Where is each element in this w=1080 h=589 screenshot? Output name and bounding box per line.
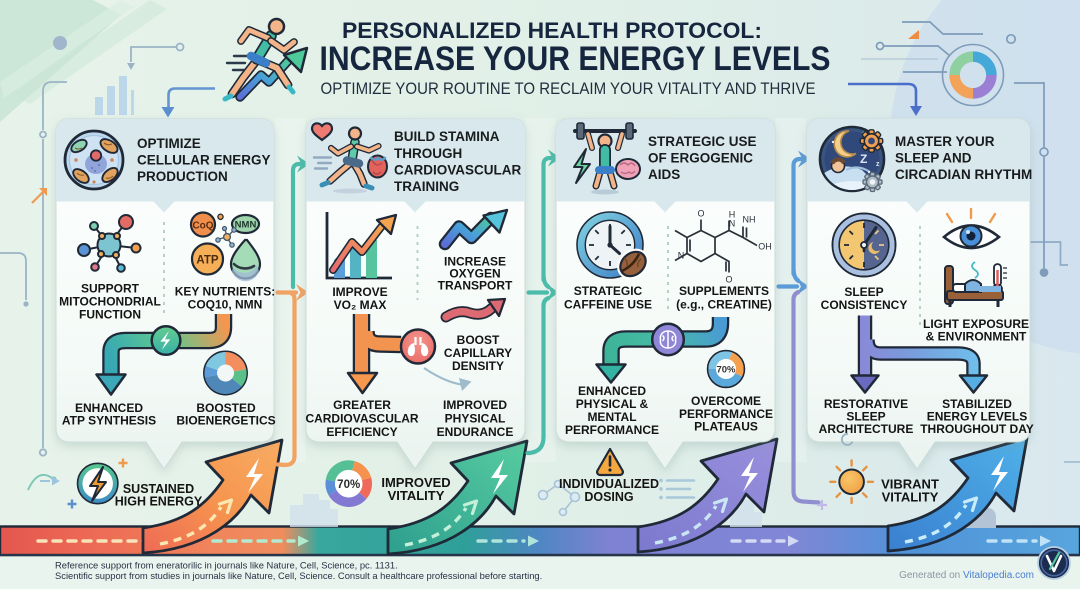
svg-text:BIOENERGETICS: BIOENERGETICS bbox=[176, 414, 275, 428]
svg-text:CoQ: CoQ bbox=[192, 221, 213, 232]
svg-text:INCREASE: INCREASE bbox=[444, 255, 506, 269]
svg-text:VO₂ MAX: VO₂ MAX bbox=[334, 298, 387, 312]
svg-text:IMPROVE: IMPROVE bbox=[332, 285, 387, 299]
svg-text:INDIVIDUALIZED: INDIVIDUALIZED bbox=[559, 477, 659, 491]
svg-text:CONSISTENCY: CONSISTENCY bbox=[821, 298, 908, 312]
svg-text:OF ERGOGENIC: OF ERGOGENIC bbox=[648, 151, 753, 166]
svg-text:OPTIMIZE: OPTIMIZE bbox=[137, 136, 201, 151]
svg-text:DOSING: DOSING bbox=[584, 490, 633, 504]
svg-text:RESTORATIVE: RESTORATIVE bbox=[824, 397, 908, 411]
svg-text:IMPROVED: IMPROVED bbox=[381, 475, 450, 490]
svg-text:BOOSTED: BOOSTED bbox=[196, 401, 256, 415]
svg-text:GREATER: GREATER bbox=[333, 398, 391, 412]
svg-text:TRANSPORT: TRANSPORT bbox=[438, 279, 513, 293]
svg-text:Z: Z bbox=[860, 152, 867, 166]
svg-text:O: O bbox=[697, 209, 704, 219]
svg-text:O: O bbox=[725, 275, 732, 285]
svg-text:COQ10, NMN: COQ10, NMN bbox=[188, 298, 263, 312]
svg-text:& ENVIRONMENT: & ENVIRONMENT bbox=[926, 330, 1027, 344]
svg-text:PLATEAUS: PLATEAUS bbox=[694, 420, 758, 434]
svg-text:(e.g., CREATINE): (e.g., CREATINE) bbox=[676, 298, 772, 312]
svg-text:STRATEGIC: STRATEGIC bbox=[574, 284, 643, 298]
svg-text:OPTIMIZE YOUR ROUTINE TO RECLA: OPTIMIZE YOUR ROUTINE TO RECLAIM YOUR VI… bbox=[321, 79, 816, 98]
svg-text:Scientific support from studie: Scientific support from studies in journ… bbox=[55, 570, 542, 581]
svg-text:ARCHITECTURE: ARCHITECTURE bbox=[819, 422, 914, 436]
svg-text:LIGHT EXPOSURE: LIGHT EXPOSURE bbox=[923, 317, 1029, 331]
svg-text:z: z bbox=[874, 120, 878, 129]
svg-text:AIDS: AIDS bbox=[648, 167, 680, 182]
svg-text:H: H bbox=[729, 210, 736, 220]
svg-text:CAFFEINE USE: CAFFEINE USE bbox=[564, 298, 652, 312]
svg-text:N: N bbox=[729, 219, 736, 229]
svg-text:MITOCHONDRIAL: MITOCHONDRIAL bbox=[59, 295, 161, 309]
svg-text:VITALITY: VITALITY bbox=[388, 488, 445, 503]
svg-text:Generated on Vitalopedia.com: Generated on Vitalopedia.com bbox=[899, 570, 1034, 581]
svg-text:THROUGHOUT DAY: THROUGHOUT DAY bbox=[920, 422, 1034, 436]
svg-text:SLEEP AND: SLEEP AND bbox=[895, 151, 972, 166]
svg-text:FUNCTION: FUNCTION bbox=[79, 308, 141, 322]
svg-text:CAPILLARY: CAPILLARY bbox=[444, 346, 512, 360]
svg-text:N: N bbox=[678, 251, 685, 261]
svg-text:SUPPORT: SUPPORT bbox=[81, 282, 140, 296]
svg-text:STRATEGIC USE: STRATEGIC USE bbox=[648, 134, 757, 149]
svg-text:IMPROVED: IMPROVED bbox=[443, 398, 507, 412]
svg-text:70%: 70% bbox=[337, 479, 360, 491]
svg-text:KEY NUTRIENTS:: KEY NUTRIENTS: bbox=[175, 285, 275, 299]
svg-text:TRAINING: TRAINING bbox=[394, 179, 459, 194]
svg-text:ENDURANCE: ENDURANCE bbox=[437, 425, 514, 439]
svg-text:MASTER YOUR: MASTER YOUR bbox=[895, 134, 995, 149]
svg-text:INCREASE YOUR ENERGY LEVELS: INCREASE YOUR ENERGY LEVELS bbox=[320, 40, 831, 78]
svg-text:DENSITY: DENSITY bbox=[452, 359, 504, 373]
svg-text:OH: OH bbox=[758, 242, 772, 252]
svg-text:PHYSICAL: PHYSICAL bbox=[445, 412, 506, 426]
svg-text:EFFICIENCY: EFFICIENCY bbox=[326, 425, 397, 439]
svg-text:CIRCADIAN RHYTHM: CIRCADIAN RHYTHM bbox=[895, 167, 1032, 182]
svg-text:PHYSICAL &: PHYSICAL & bbox=[576, 397, 649, 411]
svg-text:OVERCOME: OVERCOME bbox=[691, 394, 761, 408]
svg-text:VITALITY: VITALITY bbox=[882, 490, 939, 505]
svg-text:Reference support from enerato: Reference support from eneratorilic in j… bbox=[55, 560, 398, 571]
svg-text:PRODUCTION: PRODUCTION bbox=[137, 169, 228, 184]
svg-text:STABILIZED: STABILIZED bbox=[942, 397, 1012, 411]
svg-text:ATP: ATP bbox=[196, 255, 218, 267]
svg-text:SLEEP: SLEEP bbox=[844, 285, 883, 299]
svg-text:NH: NH bbox=[743, 215, 756, 225]
svg-text:NMN: NMN bbox=[235, 220, 257, 231]
svg-text:ENHANCED: ENHANCED bbox=[578, 384, 646, 398]
svg-text:CARDIOVASCULAR: CARDIOVASCULAR bbox=[394, 163, 521, 178]
svg-text:ATP SYNTHESIS: ATP SYNTHESIS bbox=[62, 414, 156, 428]
svg-text:PERSONALIZED HEALTH PROTOCOL:: PERSONALIZED HEALTH PROTOCOL: bbox=[342, 18, 762, 43]
svg-text:BUILD STAMINA: BUILD STAMINA bbox=[394, 129, 500, 144]
svg-text:SUSTAINED: SUSTAINED bbox=[123, 482, 194, 496]
svg-text:HIGH ENERGY: HIGH ENERGY bbox=[115, 495, 203, 509]
svg-text:CARDIOVASCULAR: CARDIOVASCULAR bbox=[305, 412, 418, 426]
svg-text:ENHANCED: ENHANCED bbox=[75, 401, 143, 415]
svg-text:MENTAL: MENTAL bbox=[587, 410, 636, 424]
svg-text:70%: 70% bbox=[716, 365, 736, 376]
svg-text:SUPPLEMENTS: SUPPLEMENTS bbox=[679, 284, 769, 298]
svg-text:BOOST: BOOST bbox=[457, 333, 500, 347]
svg-text:PERFORMANCE: PERFORMANCE bbox=[565, 423, 659, 437]
svg-text:z: z bbox=[876, 161, 880, 168]
svg-text:PERFORMANCE: PERFORMANCE bbox=[679, 407, 773, 421]
svg-text:ENERGY LEVELS: ENERGY LEVELS bbox=[927, 410, 1027, 424]
svg-text:VIBRANT: VIBRANT bbox=[881, 477, 939, 492]
svg-text:OXYGEN: OXYGEN bbox=[449, 267, 500, 281]
svg-text:THROUGH: THROUGH bbox=[394, 146, 462, 161]
svg-text:CELLULAR ENERGY: CELLULAR ENERGY bbox=[137, 153, 271, 168]
svg-text:SLEEP: SLEEP bbox=[846, 410, 885, 424]
